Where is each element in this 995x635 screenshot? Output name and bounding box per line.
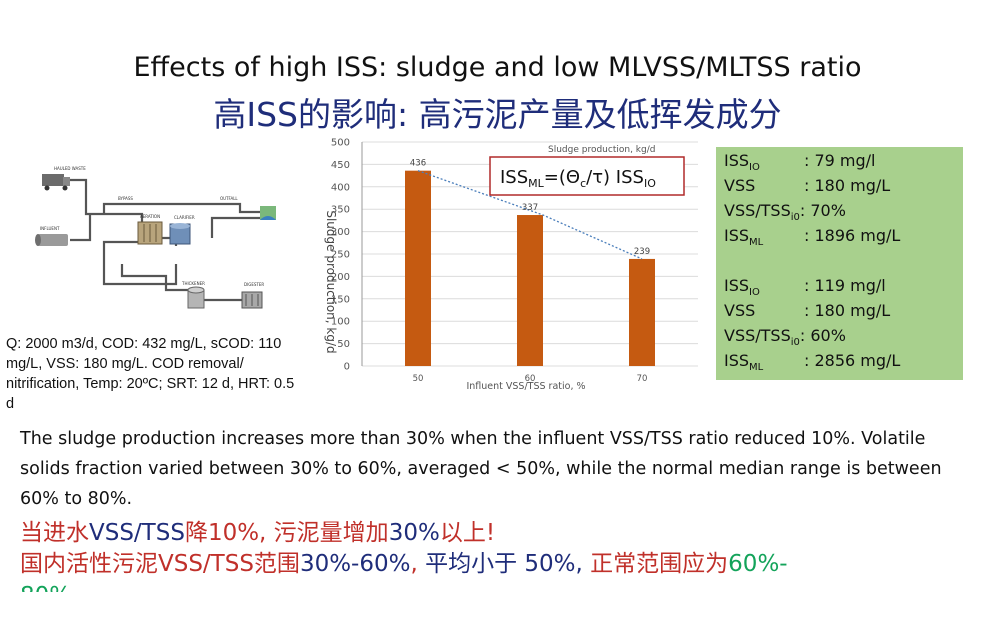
parameter-summary-box: ISSIO: 79 mg/l VSS: 180 mg/L VSS/TSSi0: … xyxy=(716,147,963,380)
data-label: 436 xyxy=(410,159,426,169)
clarifier-icon xyxy=(169,223,191,245)
bar xyxy=(405,170,431,366)
body-text-english: The sludge production increases more tha… xyxy=(20,429,942,509)
slide-title-chinese: 高ISS的影响: 高污泥产量及低挥发成分 xyxy=(213,95,782,134)
y-tick-label: 500 xyxy=(331,138,350,149)
sludge-production-bar-chart: 0 50 100 150 200 250 300 350 400 450 500 436 337 239… xyxy=(324,138,698,392)
y-tick-label: 400 xyxy=(331,182,350,193)
y-tick-label: 200 xyxy=(331,272,350,283)
x-tick-label: 70 xyxy=(637,374,648,384)
slide-title-english: Effects of high ISS: sludge and low MLVS… xyxy=(133,52,862,83)
data-label: 239 xyxy=(634,247,650,257)
y-tick-label: 100 xyxy=(331,317,350,328)
y-tick-label: 250 xyxy=(331,250,350,261)
hauled-waste-truck-icon xyxy=(42,174,70,191)
trendline xyxy=(417,170,643,260)
x-axis-label: Influent VSS/TSS ratio, % xyxy=(466,381,585,392)
chart-title: Sludge production, kg/d xyxy=(548,145,655,155)
body-text-chinese-2: 国内活性污泥VSS/TSS范围30%-60%, 平均小于 50%, 正常范围应为… xyxy=(20,551,788,592)
y-tick-label: 350 xyxy=(331,205,350,216)
y-tick-label: 50 xyxy=(337,339,350,350)
label-digester: DIGESTER xyxy=(244,282,264,287)
label-clarifier: CLARIFIER xyxy=(174,215,195,220)
box-row: ISSML: 2856 mg/L xyxy=(724,351,901,374)
y-tick-label: 150 xyxy=(331,294,350,305)
outfall-icon xyxy=(260,206,276,220)
bar xyxy=(517,215,543,366)
y-tick-label: 300 xyxy=(331,227,350,238)
thickener-icon xyxy=(187,286,205,309)
box-row: VSS: 180 mg/L xyxy=(724,301,891,320)
box-row: ISSIO: 79 mg/l xyxy=(724,151,876,174)
label-bypass: BYPASS xyxy=(118,196,133,201)
formula-box xyxy=(489,156,685,196)
y-tick-label: 0 xyxy=(344,362,350,373)
box-row: VSS/TSSi0: 70% xyxy=(724,201,846,224)
box-row: ISSML: 1896 mg/L xyxy=(724,226,901,249)
x-tick-label: 50 xyxy=(413,374,424,384)
process-flow-diagram: HAULED WASTE INFLUENT BYPASS AERATION CL… xyxy=(35,166,276,309)
box-row: VSS/TSSi0: 60% xyxy=(724,326,846,349)
label-outfall: OUTFALL xyxy=(220,196,238,201)
operating-parameters-text: Q: 2000 m3/d, COD: 432 mg/L, sCOD: 110 m… xyxy=(6,336,295,412)
box-row: ISSIO: 119 mg/l xyxy=(724,276,886,299)
label-aeration: AERATION xyxy=(140,214,160,219)
y-axis-label: Sludge production, kg/d xyxy=(324,210,338,353)
box-row: VSS: 180 mg/L xyxy=(724,176,891,195)
bar xyxy=(629,258,655,366)
aeration-tank-icon xyxy=(137,221,163,245)
digester-icon xyxy=(241,291,263,309)
label-thickener: THICKENER xyxy=(181,281,205,286)
body-text-chinese-1: 当进水VSS/TSS降10%, 污泥量增加30%以上! xyxy=(20,520,496,546)
y-tick-label: 450 xyxy=(331,160,350,171)
x-tick-label: 60 xyxy=(525,374,536,384)
data-label: 337 xyxy=(522,203,538,213)
label-hauled-waste: HAULED WASTE xyxy=(54,166,86,171)
label-influent: INFLUENT xyxy=(40,226,60,231)
influent-pipe-icon xyxy=(35,234,68,246)
formula-text: ISSML=(Θc/τ) ISSIO xyxy=(500,167,656,190)
